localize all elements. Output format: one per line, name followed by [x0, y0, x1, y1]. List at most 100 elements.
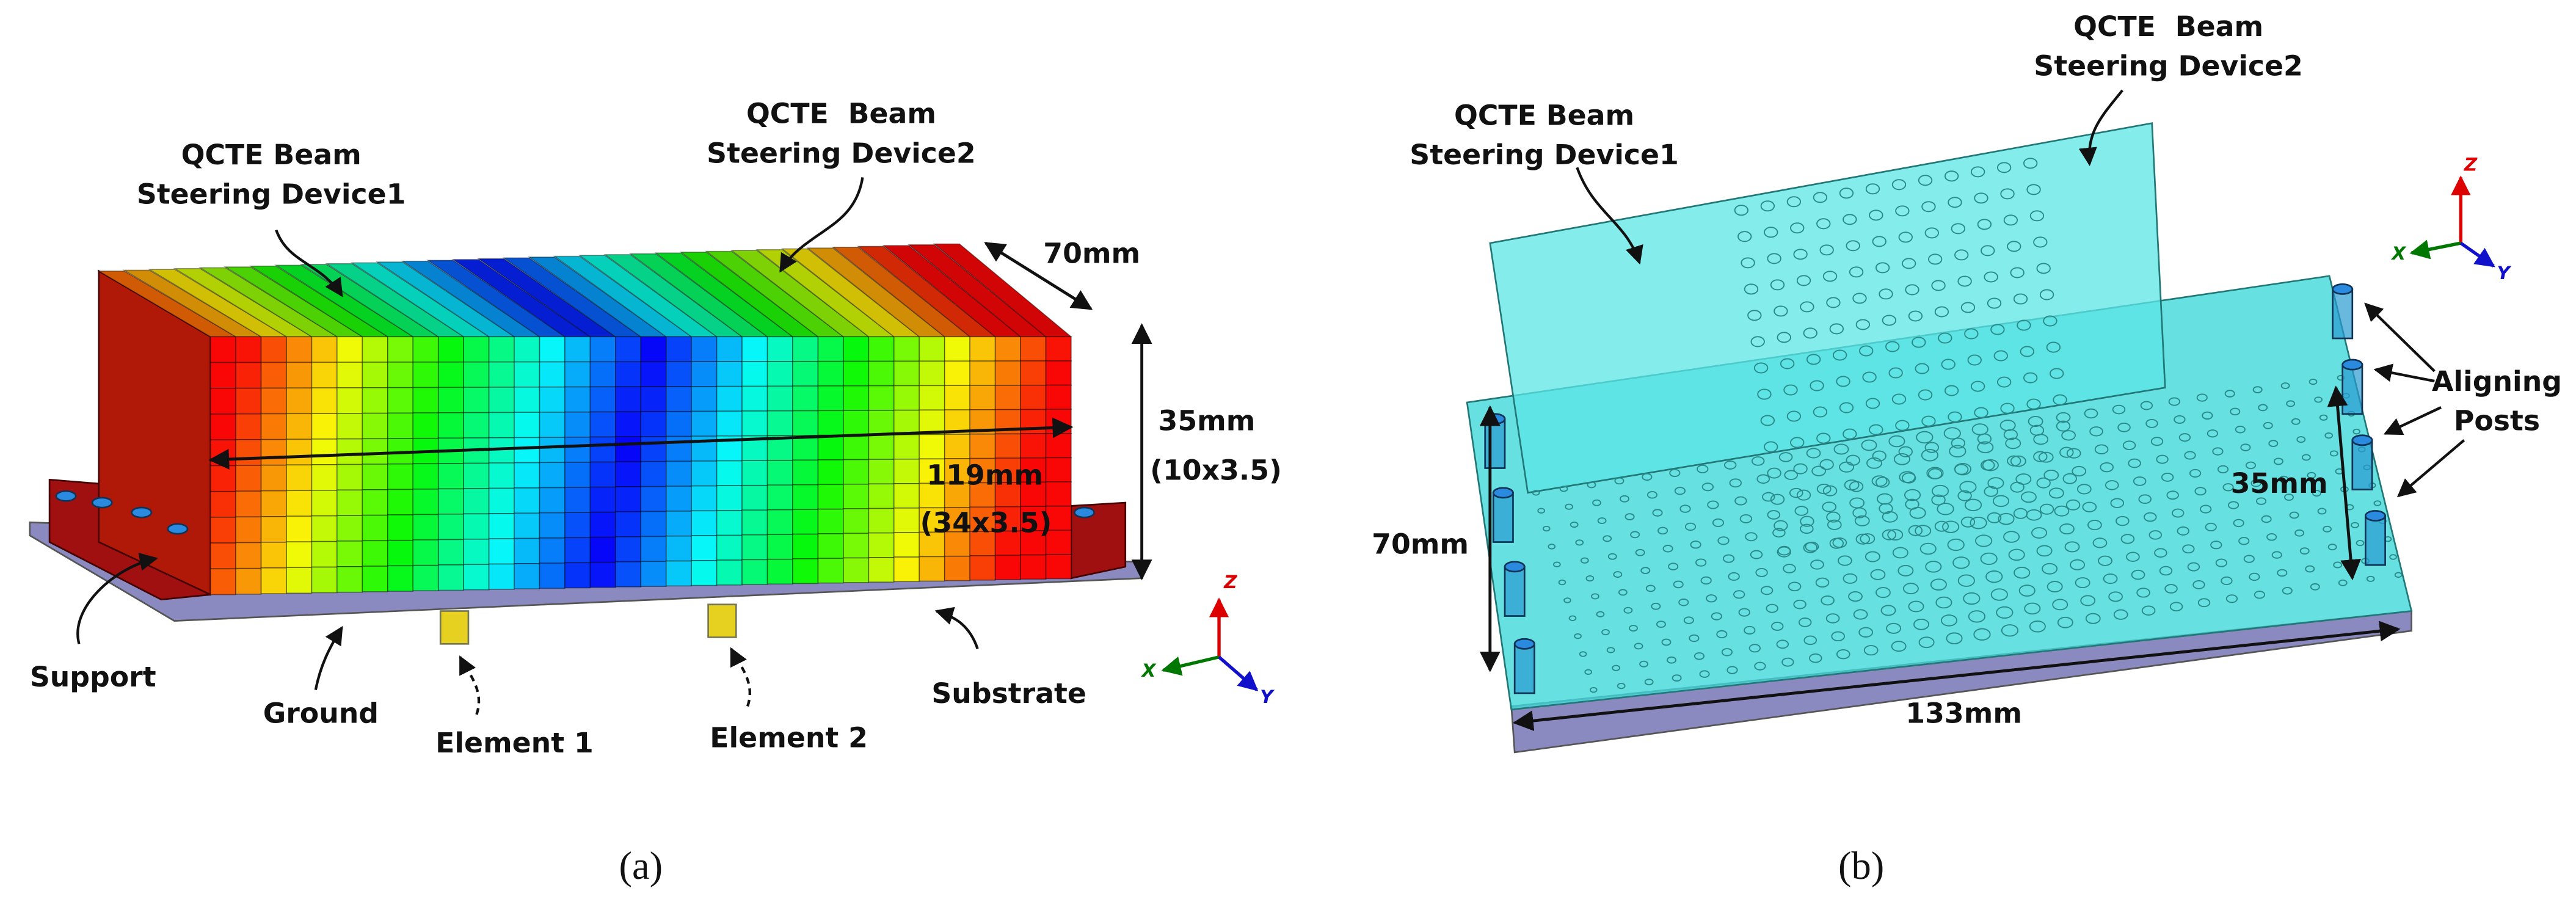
hole	[1977, 441, 1994, 454]
block-cell	[286, 490, 313, 517]
block-cell	[514, 412, 540, 439]
block-cell	[1045, 433, 1072, 459]
block-cell	[311, 336, 338, 363]
post	[2332, 288, 2354, 340]
hole	[1810, 559, 1824, 570]
block-cell	[209, 362, 236, 389]
block-cell	[615, 486, 642, 512]
block-cell	[817, 336, 844, 362]
hole	[2076, 484, 2092, 495]
block-cell	[437, 463, 464, 490]
block-cell	[564, 487, 591, 513]
hole	[1816, 218, 1831, 230]
hole	[1869, 424, 1883, 435]
block-cell	[260, 542, 287, 569]
hole	[2015, 473, 2032, 485]
block-cell	[893, 532, 920, 558]
arrow	[1576, 167, 1643, 265]
block-cell	[362, 489, 388, 516]
block-cell	[589, 486, 616, 513]
hole	[2228, 501, 2239, 509]
block-cell	[564, 437, 591, 463]
hole	[1846, 240, 1860, 252]
block-cell	[260, 516, 287, 543]
hole	[2010, 267, 2025, 278]
hole	[1970, 517, 1987, 530]
block-cell	[1045, 384, 1072, 410]
arrow	[730, 647, 751, 707]
block-cell	[260, 387, 287, 415]
block-cell	[868, 385, 895, 411]
hole	[1618, 589, 1628, 596]
axis-label: X	[2390, 243, 2407, 264]
label: Support	[30, 661, 156, 693]
block-cell	[387, 387, 414, 414]
block-cell	[488, 462, 515, 489]
block-cell	[919, 385, 945, 411]
hole	[2245, 461, 2256, 470]
block-cell	[792, 435, 819, 461]
block-cell	[362, 387, 388, 414]
hole	[2010, 455, 2026, 467]
hole	[1739, 514, 1753, 523]
hole	[1853, 609, 1868, 620]
hole	[1998, 512, 2015, 525]
block-cell	[919, 556, 945, 582]
block-cell	[564, 512, 591, 539]
block-cell	[387, 539, 414, 567]
hole	[1964, 498, 1982, 512]
hole	[2008, 548, 2025, 561]
block-cell	[792, 509, 819, 535]
block-cell	[286, 336, 313, 363]
hole	[1970, 380, 1985, 392]
block-cell	[437, 564, 464, 591]
block-cell	[286, 567, 313, 594]
block-cell	[488, 387, 515, 413]
hole	[2061, 430, 2076, 441]
hole	[1967, 354, 1982, 366]
hole	[2020, 491, 2037, 503]
hole	[2243, 555, 2255, 563]
hole	[1821, 595, 1835, 606]
hole	[1916, 431, 1934, 444]
block-cell	[260, 413, 287, 440]
hole	[1750, 336, 1765, 348]
hole	[1982, 459, 1999, 471]
block-cell	[209, 413, 236, 441]
hole	[2141, 605, 2156, 616]
hole	[1996, 162, 2012, 173]
block-cell	[311, 515, 338, 542]
hole	[2235, 425, 2246, 434]
block-cell	[893, 458, 920, 484]
element-2-cylinder	[707, 603, 737, 638]
block-cell	[514, 437, 540, 464]
block-cell	[337, 362, 363, 388]
hole	[1722, 554, 1735, 563]
block-cell	[843, 484, 870, 509]
block-cell	[665, 410, 693, 437]
hole	[1918, 175, 1933, 186]
block-cell	[387, 489, 414, 515]
block-cell	[615, 386, 642, 413]
block-cell	[564, 361, 591, 388]
block-cell	[311, 387, 338, 414]
block-cell	[1020, 530, 1047, 556]
block-cell	[437, 412, 464, 439]
hole	[1673, 580, 1684, 589]
block-cell	[514, 336, 540, 363]
panel-b: QCTE Beam Steering Device1 QCTE Beam Ste…	[1372, 10, 2562, 887]
block-cell	[260, 439, 287, 466]
hole	[1875, 476, 1890, 488]
hole	[2301, 454, 2311, 461]
label: (34x3.5)	[920, 506, 1052, 539]
hole	[1592, 499, 1601, 506]
label: Aligning	[2432, 365, 2562, 398]
block-cell	[741, 385, 768, 412]
hole	[1630, 531, 1640, 539]
hole	[1934, 306, 1949, 318]
hole	[1943, 427, 1961, 440]
block-cell	[437, 539, 464, 566]
block-cell	[665, 435, 693, 462]
block-cell	[741, 484, 768, 511]
hole	[1984, 271, 1998, 283]
